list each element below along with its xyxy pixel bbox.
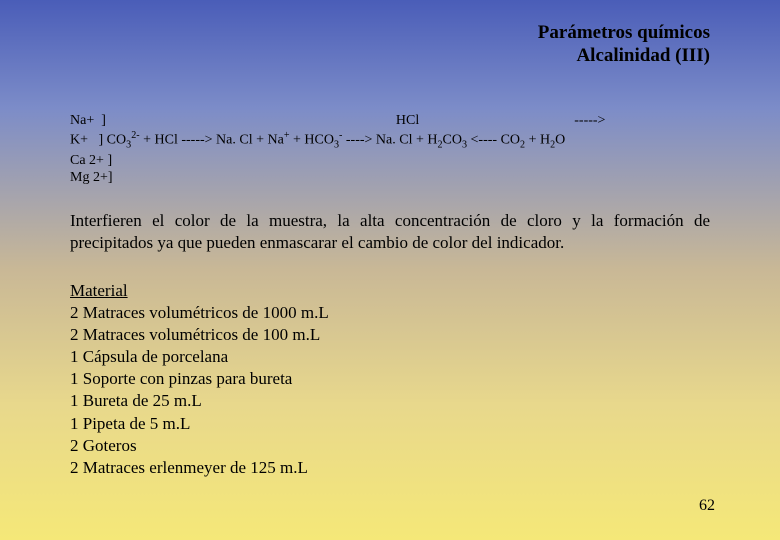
title-line-2: Alcalinidad (III) (538, 45, 710, 68)
eq-frag-3: + HCO (290, 132, 334, 147)
cation-mg: Mg 2+ (70, 170, 108, 185)
page-number: 62 (699, 497, 715, 515)
material-item: 2 Matraces volumétricos de 100 m.L (70, 324, 329, 346)
bracket-1: ] (101, 113, 106, 128)
eq-frag-4: ----> Na. Cl + H (342, 132, 437, 147)
cation-ca: Ca 2+ (70, 153, 104, 168)
eq-frag-6: <---- CO (467, 132, 520, 147)
title-line-1: Parámetros químicos (538, 22, 710, 45)
material-item: 1 Pipeta de 5 m.L (70, 413, 329, 435)
material-item: 2 Matraces volumétricos de 1000 m.L (70, 302, 329, 324)
material-item: 1 Cápsula de porcelana (70, 346, 329, 368)
bracket-4: ] (108, 170, 113, 185)
interference-note: Interfieren el color de la muestra, la a… (70, 210, 710, 254)
material-item: 2 Matraces erlenmeyer de 125 m.L (70, 457, 329, 479)
material-section: Material 2 Matraces volumétricos de 1000… (70, 280, 329, 479)
page-title: Parámetros químicos Alcalinidad (III) (538, 22, 710, 68)
eq-row-1: Na+ ] HCl -----> (70, 112, 605, 130)
eq-frag-1: ] CO (99, 132, 127, 147)
eq-row-4: Mg 2+] (70, 169, 605, 187)
eq-frag-7: + H (525, 132, 550, 147)
material-item: 2 Goteros (70, 435, 329, 457)
chemical-equations: Na+ ] HCl -----> K+ ] CO32- + HCl -----> N… (70, 112, 605, 187)
eq-frag-8: O (555, 132, 565, 147)
arrow-1: -----> (574, 113, 605, 128)
eq-row-2: K+ ] CO32- + HCl -----> Na. Cl + Na+ + H… (70, 130, 605, 152)
material-item: 1 Bureta de 25 m.L (70, 390, 329, 412)
material-item: 1 Soporte con pinzas para bureta (70, 368, 329, 390)
eq-frag-2: + HCl -----> Na. Cl + Na (140, 132, 284, 147)
cation-k: K+ (70, 132, 88, 147)
bracket-3: ] (107, 153, 112, 168)
hcl-label: HCl (396, 113, 419, 128)
eq-frag-5: CO (443, 132, 462, 147)
cation-na: Na+ (70, 113, 94, 128)
material-heading: Material (70, 280, 329, 302)
eq-row-3: Ca 2+ ] (70, 152, 605, 170)
